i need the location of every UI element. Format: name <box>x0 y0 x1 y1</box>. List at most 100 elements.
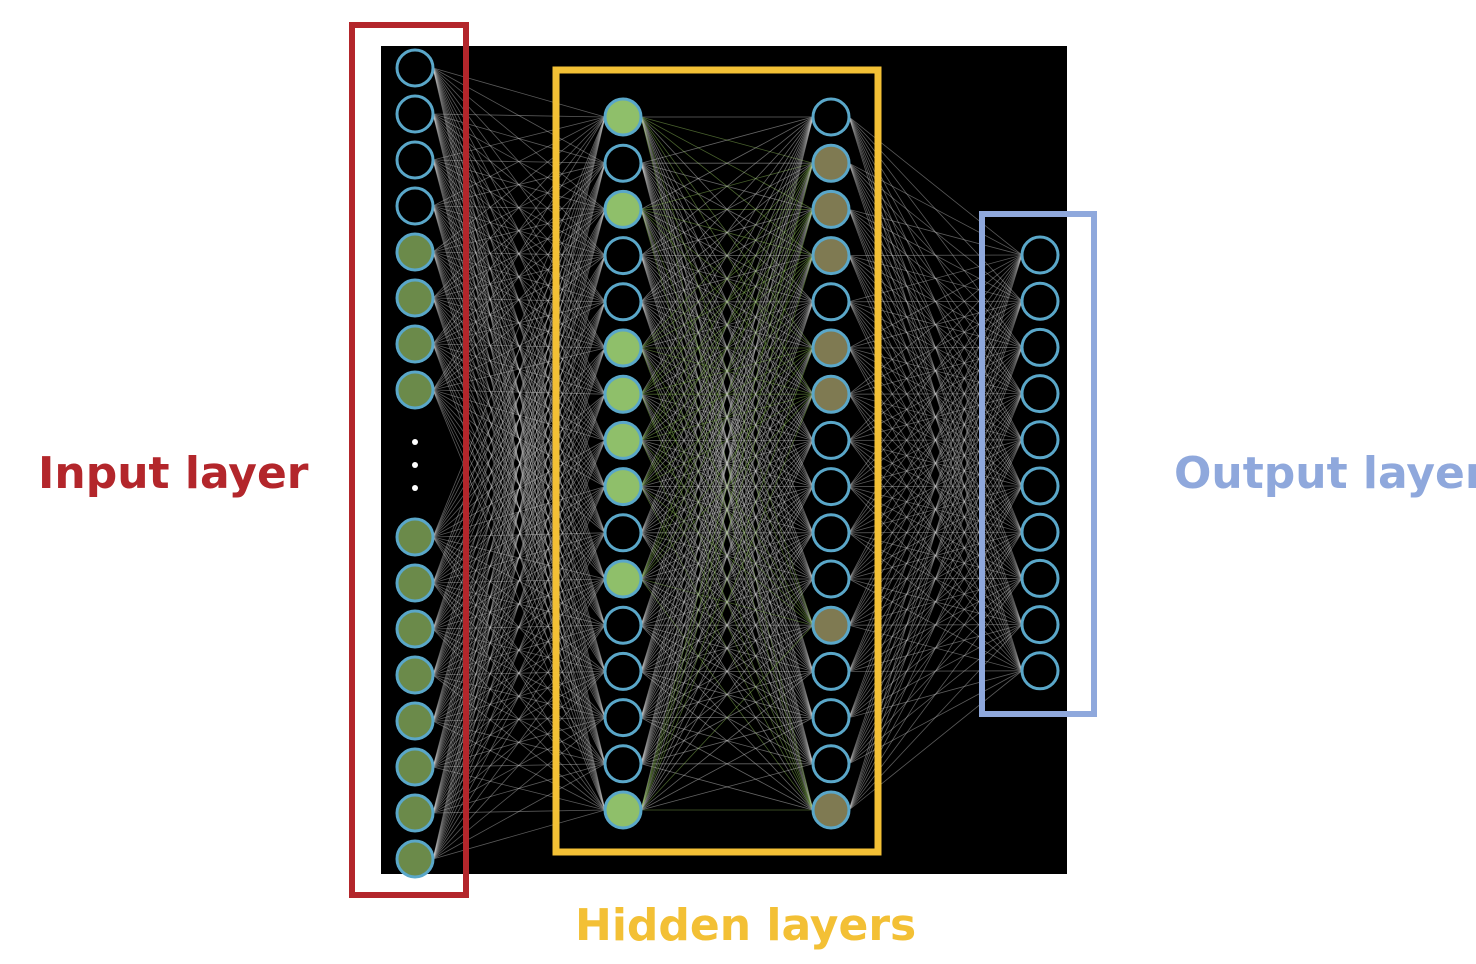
connection-edge <box>432 582 606 811</box>
connection-edge <box>432 255 606 722</box>
connection-edge <box>432 116 606 722</box>
output-layer-label: Output layer <box>1174 448 1476 499</box>
output-neuron <box>1020 651 1060 691</box>
connection-edge <box>640 116 814 764</box>
connection-edge <box>432 297 606 764</box>
connection-edge <box>432 209 606 814</box>
connection-edge <box>432 205 606 487</box>
hidden-neuron-layer-2 <box>811 790 851 830</box>
connection-edge <box>432 486 606 768</box>
connection-edge <box>432 205 606 395</box>
connection-edge <box>432 251 606 441</box>
connection-edge <box>432 440 606 630</box>
connection-edge <box>432 67 606 210</box>
connection-edge <box>432 301 606 391</box>
connection-edge <box>640 116 814 164</box>
connection-edge <box>432 162 606 299</box>
connection-edge <box>432 116 606 584</box>
connection-edge <box>640 486 814 811</box>
connection-edge <box>432 578 606 584</box>
connection-edge <box>432 113 606 164</box>
connection-edge <box>432 251 606 626</box>
connection-edge <box>432 163 606 538</box>
connection-edge <box>432 251 606 718</box>
connection-edge <box>432 671 606 676</box>
connection-edge <box>432 393 606 676</box>
connection-edge <box>432 67 606 118</box>
connection-edge <box>640 116 814 441</box>
connection-edge <box>432 389 606 672</box>
connection-edge <box>432 297 606 626</box>
hidden-neuron-layer-2 <box>811 467 851 507</box>
connection-edge <box>432 113 606 811</box>
connection-edge <box>432 393 606 630</box>
input-neuron <box>395 278 435 318</box>
connection-edge <box>432 116 606 207</box>
connection-edge <box>640 301 814 811</box>
connection-edge <box>432 582 606 672</box>
connection-edge <box>432 116 606 860</box>
connection-edge <box>432 532 606 814</box>
output-neuron <box>1020 466 1060 506</box>
connection-edge <box>432 347 606 391</box>
connection-edge <box>432 532 606 630</box>
hidden-neuron-layer-2 <box>811 513 851 553</box>
connection-edge <box>432 67 606 164</box>
connection-edge <box>432 162 606 207</box>
connection-edge <box>432 297 606 395</box>
connection-edge <box>640 116 814 256</box>
connection-edge <box>432 720 606 811</box>
hidden-neuron-layer-1 <box>603 189 643 229</box>
connection-edge <box>432 116 606 345</box>
hidden-neuron-layer-1 <box>603 236 643 276</box>
input-ellipsis <box>412 439 418 491</box>
hidden-neuron-layer-1 <box>603 374 643 414</box>
connection-edge <box>432 486 606 538</box>
connection-edge <box>432 205 606 580</box>
connection-edge <box>432 389 606 441</box>
connection-edge <box>640 163 814 811</box>
connection-edge <box>432 251 606 672</box>
connection-edge <box>432 297 606 487</box>
connection-edge <box>432 486 606 584</box>
connection-edge <box>432 113 606 626</box>
connection-edge <box>432 440 606 538</box>
connection-edge <box>640 116 814 580</box>
connection-edge <box>432 763 606 860</box>
connection-edge <box>432 809 606 860</box>
connection-edge <box>432 159 606 764</box>
hidden-neuron-layer-2 <box>811 605 851 645</box>
connection-edge <box>432 628 606 765</box>
connection-edge <box>432 486 606 676</box>
output-neuron <box>1020 605 1060 645</box>
connection-edge <box>432 113 606 672</box>
hidden-neuron-layer-1 <box>603 282 643 322</box>
connection-edge <box>640 116 814 210</box>
hidden-neuron-layer-1 <box>603 143 643 183</box>
connection-edge <box>432 67 606 303</box>
connection-edge <box>432 116 606 630</box>
connection-edge <box>432 159 606 210</box>
connection-edge <box>432 766 606 811</box>
connection-edge <box>432 393 606 584</box>
connection-edge <box>432 389 606 395</box>
connection-edge <box>432 113 606 118</box>
connection-edges <box>432 67 1023 860</box>
connection-edge <box>432 301 606 584</box>
connection-edge <box>640 116 814 533</box>
connection-edge <box>432 116 606 161</box>
connection-edge <box>640 116 814 718</box>
connection-edge <box>432 251 606 349</box>
input-neuron <box>395 186 435 226</box>
connection-edge <box>432 209 606 860</box>
connection-edge <box>432 205 606 672</box>
connection-edge <box>432 163 606 860</box>
connection-edge <box>432 116 606 768</box>
connection-edge <box>432 532 606 584</box>
input-neuron <box>395 655 435 695</box>
connection-edge <box>432 628 606 718</box>
connection-edge <box>432 209 606 722</box>
connection-edge <box>432 67 606 626</box>
connection-edge <box>432 205 606 533</box>
